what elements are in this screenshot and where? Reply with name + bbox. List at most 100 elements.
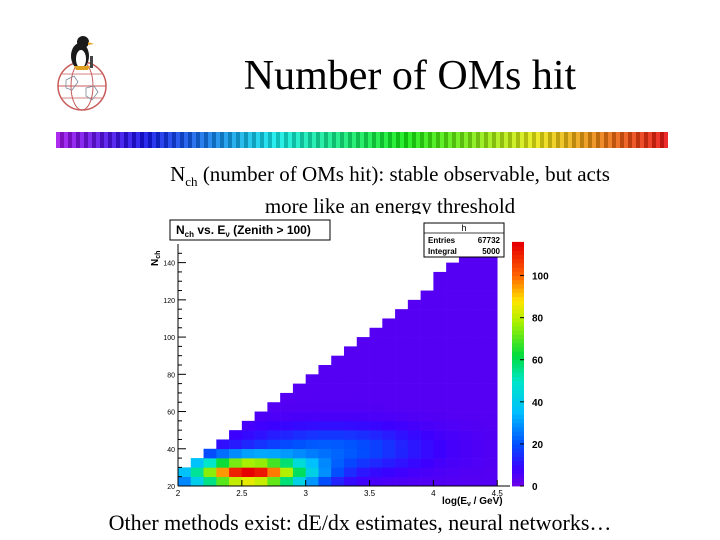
heatmap-cell xyxy=(433,299,447,310)
heatmap-cell xyxy=(305,430,319,440)
heatmap-cell xyxy=(407,309,421,319)
heatmap-cell xyxy=(356,365,370,375)
heatmap-cell xyxy=(241,448,255,459)
heatmap-cell xyxy=(433,281,447,291)
heatmap-cell xyxy=(433,365,447,375)
heatmap-cell xyxy=(395,476,409,487)
heatmap-cell xyxy=(407,439,421,450)
y-tick-label: 140 xyxy=(163,261,175,268)
heatmap-cell xyxy=(407,467,421,477)
heatmap-cell xyxy=(484,262,498,273)
heatmap-cell xyxy=(331,383,345,394)
heatmap-cell xyxy=(484,253,498,263)
heatmap-cell xyxy=(446,383,460,394)
heatmap-cell xyxy=(369,402,383,412)
color-scale-segment xyxy=(512,317,524,323)
heatmap-cell xyxy=(420,383,434,394)
color-scale-segment xyxy=(512,359,524,365)
color-scale-segment xyxy=(512,393,524,399)
heatmap-cell xyxy=(395,420,409,431)
heatmap-cell xyxy=(305,458,319,468)
heatmap-cell xyxy=(331,439,345,450)
heatmap-cell xyxy=(369,448,383,459)
heatmap-cell xyxy=(318,365,332,375)
heatmap-cell xyxy=(229,458,243,468)
heatmap-cell xyxy=(484,374,498,384)
heatmap-cell xyxy=(254,448,268,459)
heatmap-cell xyxy=(395,411,409,422)
heatmap-cell xyxy=(241,430,255,440)
heatmap-cell xyxy=(318,458,332,468)
heatmap-cell xyxy=(471,355,485,366)
heatmap-cell xyxy=(369,365,383,375)
heatmap-cell xyxy=(446,309,460,319)
heatmap-cell xyxy=(420,458,434,468)
heatmap-cell xyxy=(484,383,498,394)
heatmap-cell xyxy=(280,476,294,487)
heatmap-cell xyxy=(344,458,358,468)
heatmap-cell xyxy=(382,374,396,384)
heatmap-cell xyxy=(382,448,396,459)
heatmap-cell xyxy=(433,337,447,347)
heatmap-cell xyxy=(458,476,472,487)
heatmap-cell xyxy=(433,439,447,450)
heatmap-cell xyxy=(407,374,421,384)
heatmap-cell xyxy=(420,327,434,338)
heatmap-cell xyxy=(382,337,396,347)
heatmap-cell xyxy=(433,374,447,384)
heatmap-cell xyxy=(241,467,255,477)
color-scale-segment xyxy=(512,380,524,386)
heatmap-cell xyxy=(458,281,472,291)
heatmap-cell xyxy=(395,318,409,329)
heatmap-cell xyxy=(369,346,383,356)
heatmap-cell xyxy=(318,439,332,450)
heatmap-cell xyxy=(305,476,319,487)
heatmap-cell xyxy=(369,383,383,394)
heatmap-cell xyxy=(484,318,498,329)
heatmap-cell xyxy=(382,318,396,329)
heatmap-cell xyxy=(203,448,217,459)
heatmap-cell xyxy=(395,327,409,338)
heatmap-cell xyxy=(331,355,345,366)
histogram-title-box xyxy=(169,219,331,241)
heatmap-cell xyxy=(292,476,306,487)
heatmap-cell xyxy=(458,253,472,263)
heatmap-cell xyxy=(446,346,460,356)
heatmap-cell xyxy=(356,411,370,422)
heatmap-cell xyxy=(229,448,243,459)
heatmap-cell xyxy=(471,253,485,263)
heatmap-cell xyxy=(331,392,345,403)
heatmap-cell xyxy=(458,467,472,477)
heatmap-cell xyxy=(484,458,498,468)
color-scale-segment xyxy=(512,258,524,264)
heatmap-cell xyxy=(356,402,370,412)
heatmap-cell xyxy=(344,365,358,375)
heatmap-cell xyxy=(331,430,345,440)
y-tick-label: 120 xyxy=(163,298,175,305)
heatmap-cell xyxy=(369,337,383,347)
color-scale-segment xyxy=(512,481,524,487)
heatmap-cell xyxy=(292,392,306,403)
heatmap-cell xyxy=(344,374,358,384)
heatmap-cell xyxy=(420,392,434,403)
color-scale-segment xyxy=(512,443,524,449)
color-scale-segment xyxy=(512,279,524,285)
color-scale-segment xyxy=(512,338,524,344)
color-scale-segment xyxy=(512,422,524,428)
color-scale-segment xyxy=(512,397,524,403)
heatmap-cell xyxy=(484,327,498,338)
heatmap-cell xyxy=(471,271,485,282)
heatmap-cell xyxy=(407,383,421,394)
z-tick-label: 60 xyxy=(532,356,544,367)
heatmap-cell xyxy=(433,327,447,338)
heatmap-cell xyxy=(331,458,345,468)
heatmap-cell xyxy=(241,458,255,468)
heatmap-cell xyxy=(318,430,332,440)
heatmap-cell xyxy=(471,467,485,477)
stats-box: h Entries 67732 Integral 5000 xyxy=(423,222,505,258)
heatmap-cell xyxy=(267,439,281,450)
color-scale-segment xyxy=(512,355,524,361)
x-axis-label: log(Eν / GeV) xyxy=(442,496,503,508)
heatmap-cell xyxy=(395,337,409,347)
heatmap-cell xyxy=(420,402,434,412)
